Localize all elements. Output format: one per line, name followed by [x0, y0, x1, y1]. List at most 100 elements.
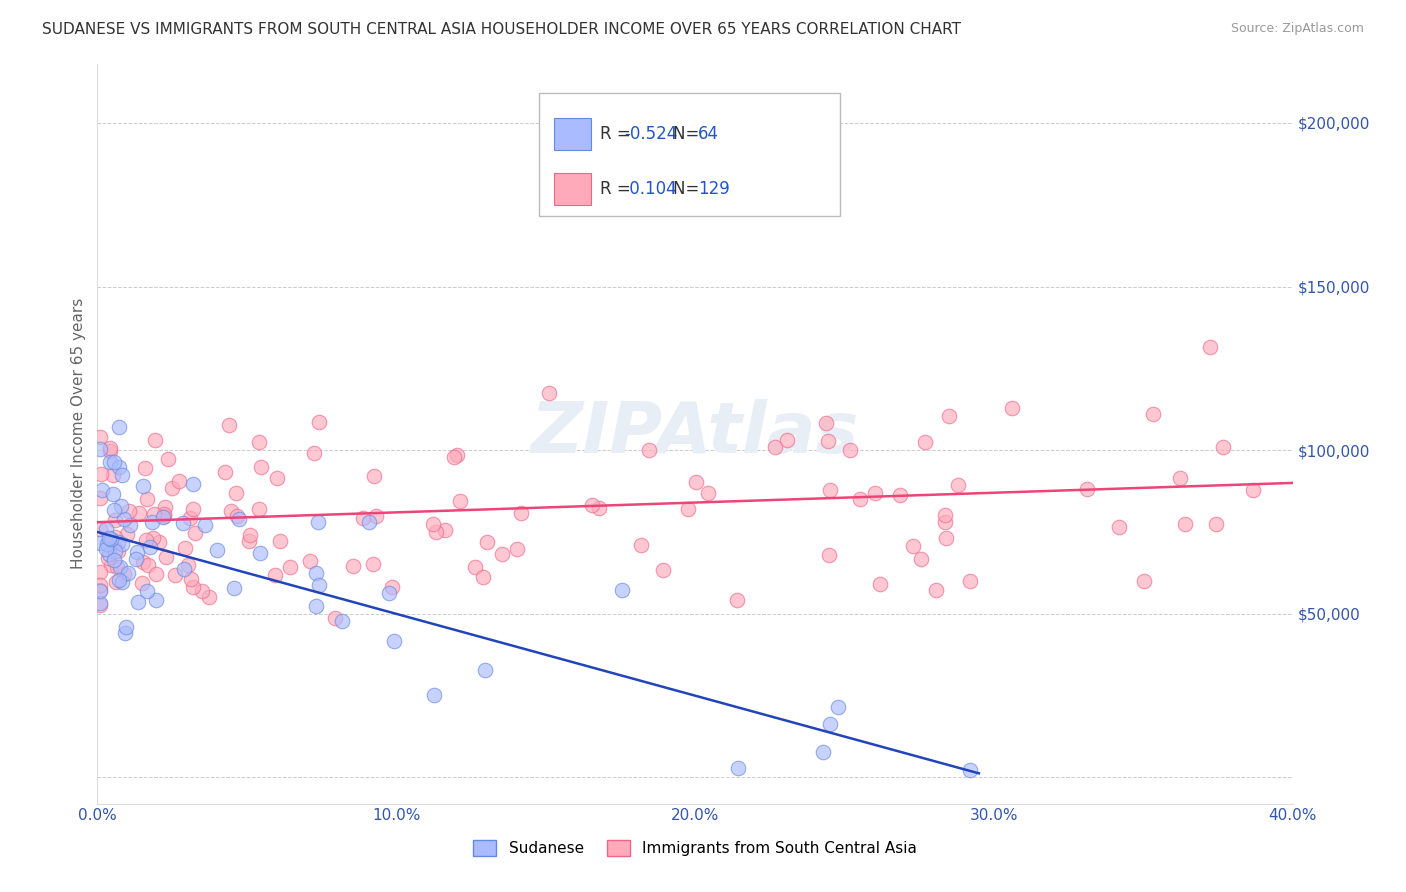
Point: [141, 515, 163, 529]
Point: [219, 504, 242, 518]
Point: [115, 526, 138, 541]
Point: [574, 188, 596, 202]
Point: [959, 763, 981, 777]
Point: [506, 541, 529, 556]
Point: [263, 567, 285, 582]
Point: [111, 575, 134, 590]
Point: [304, 445, 326, 459]
Point: [114, 626, 136, 640]
Point: [134, 461, 156, 475]
Point: [97, 550, 120, 565]
Point: [89, 442, 111, 457]
Legend: Sudanese, Immigrants from South Central Asia: Sudanese, Immigrants from South Central …: [467, 834, 922, 863]
Point: [249, 546, 271, 560]
Point: [153, 509, 176, 524]
Point: [839, 442, 862, 457]
Point: [111, 537, 134, 551]
Point: [827, 699, 849, 714]
Point: [153, 500, 176, 514]
Point: [145, 592, 167, 607]
Point: [509, 506, 531, 520]
Point: [443, 450, 465, 464]
Point: [652, 563, 675, 577]
Point: [132, 555, 155, 569]
Point: [97, 531, 120, 545]
Point: [142, 531, 165, 545]
Point: [1142, 407, 1164, 421]
Text: 129: 129: [697, 180, 730, 198]
Point: [307, 516, 329, 530]
Point: [167, 475, 190, 489]
Point: [97, 547, 120, 561]
Point: [935, 531, 957, 545]
Point: [128, 506, 150, 520]
Point: [278, 560, 301, 574]
Point: [98, 442, 121, 456]
Point: [173, 541, 195, 555]
Point: [610, 582, 633, 597]
Point: [89, 522, 111, 536]
Point: [869, 576, 891, 591]
Point: [134, 533, 156, 547]
Point: [94, 541, 117, 556]
Point: [924, 582, 946, 597]
Point: [153, 508, 176, 522]
Text: N=: N=: [673, 180, 704, 198]
Point: [588, 501, 610, 516]
Point: [181, 502, 204, 516]
Point: [157, 452, 180, 467]
Point: [914, 434, 936, 449]
Point: [103, 552, 125, 566]
Point: [934, 515, 956, 529]
Point: [190, 584, 212, 599]
Point: [697, 485, 720, 500]
Point: [1199, 341, 1222, 355]
Point: [342, 558, 364, 573]
Point: [89, 599, 111, 613]
Point: [817, 434, 839, 449]
Point: [226, 508, 249, 523]
Point: [125, 545, 148, 559]
Point: [101, 486, 124, 500]
Point: [366, 508, 388, 523]
Point: [378, 586, 401, 600]
Y-axis label: Householder Income Over 65 years: Householder Income Over 65 years: [72, 298, 86, 569]
Point: [100, 533, 122, 547]
Point: [269, 533, 291, 548]
Point: [1170, 471, 1192, 485]
Point: [112, 567, 135, 582]
Point: [118, 504, 141, 518]
Point: [422, 517, 444, 532]
Point: [108, 560, 131, 574]
Point: [181, 581, 204, 595]
Point: [352, 511, 374, 525]
Point: [103, 467, 125, 482]
Point: [98, 444, 121, 458]
Point: [125, 552, 148, 566]
Point: [381, 580, 404, 594]
Point: [143, 434, 166, 448]
Point: [727, 761, 749, 775]
Point: [422, 688, 444, 702]
Text: 64: 64: [697, 125, 718, 143]
Point: [103, 502, 125, 516]
Point: [638, 442, 661, 457]
Point: [165, 568, 187, 582]
Point: [725, 593, 748, 607]
Point: [142, 507, 165, 521]
Point: [107, 544, 129, 558]
Point: [132, 479, 155, 493]
Point: [491, 547, 513, 561]
Point: [820, 716, 842, 731]
Point: [198, 590, 221, 604]
Point: [180, 573, 202, 587]
Point: [630, 538, 652, 552]
Point: [475, 534, 498, 549]
Point: [581, 498, 603, 512]
Point: [449, 494, 471, 508]
Point: [1133, 574, 1156, 588]
Point: [299, 554, 322, 568]
Point: [107, 535, 129, 549]
Point: [117, 566, 139, 581]
Text: ZIPAtlas: ZIPAtlas: [530, 400, 859, 468]
